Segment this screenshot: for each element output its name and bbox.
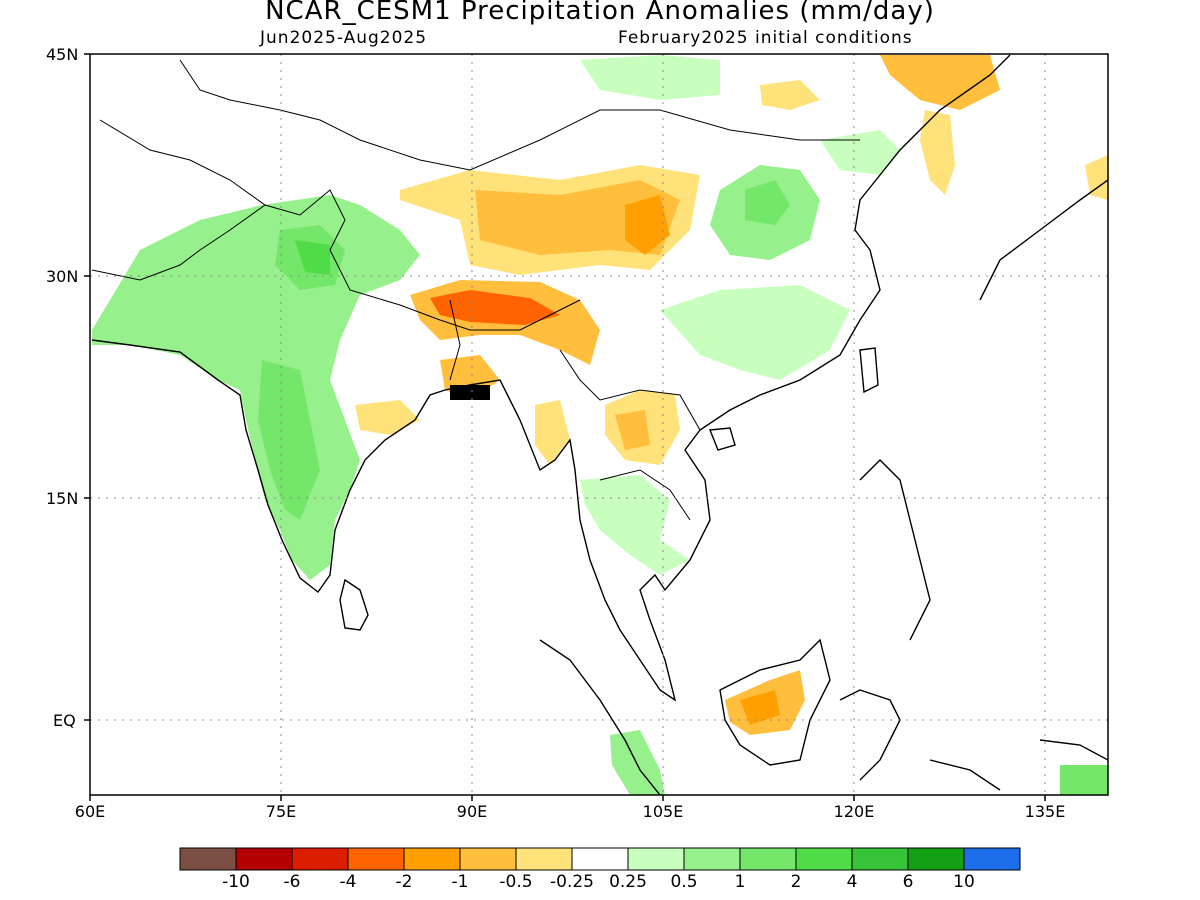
colorbar-label-8: 0.5 — [670, 872, 698, 892]
anomaly-field — [92, 55, 1108, 795]
wet-region-north — [580, 55, 720, 100]
colorbar-box-3 — [347, 847, 405, 871]
colorbar-box-5 — [459, 847, 517, 871]
lon-label-60e: 60E — [74, 802, 106, 821]
dry-region-japan — [1085, 155, 1108, 200]
colorbar-label-3: -2 — [395, 872, 413, 892]
wet-region-sumatra — [610, 730, 665, 795]
colorbar-label-4: -1 — [451, 872, 469, 892]
colorbar-box-12 — [851, 847, 909, 871]
colorbar-box-1 — [235, 847, 293, 871]
dry-region-mongolia — [760, 80, 820, 110]
colorbar-box-0 — [179, 847, 237, 871]
colorbar-label-10: 2 — [790, 872, 802, 892]
dry-core-himalaya — [430, 290, 560, 325]
graticule — [90, 54, 1108, 795]
colorbar-box-13 — [907, 847, 965, 871]
colorbar-label-11: 4 — [846, 872, 858, 892]
wet-region-korea-japan — [820, 130, 900, 175]
colorbar-label-13: 10 — [953, 872, 975, 892]
colorbar-box-7 — [571, 847, 629, 871]
lon-label-75e: 75E — [265, 802, 297, 821]
lon-label-135e: 135E — [1024, 802, 1066, 821]
wet-core-china — [745, 180, 790, 225]
colorbar-label-6: -0.25 — [550, 872, 594, 892]
dry-region-korea-south — [920, 110, 955, 195]
colorbar-box-4 — [403, 847, 461, 871]
colorbar-box-8 — [627, 847, 685, 871]
wet-region-indonesia-east — [1060, 765, 1108, 795]
dry-core-borneo — [740, 690, 780, 725]
wet-region-india — [92, 195, 420, 580]
dry-core-laos — [615, 410, 650, 450]
wet-region-indochina — [580, 475, 690, 575]
lat-label-eq: EQ — [53, 711, 76, 730]
coastlines — [91, 54, 1108, 795]
bangladesh-marker — [450, 385, 490, 400]
colorbar-label-5: -0.5 — [499, 872, 533, 892]
lon-label-90e: 90E — [456, 802, 488, 821]
forecast-period: Jun2025-Aug2025 — [260, 28, 428, 48]
lon-label-105e: 105E — [642, 802, 684, 821]
wet-region-south-china — [660, 285, 850, 380]
colorbar-label-1: -6 — [283, 872, 301, 892]
colorbar-label-7: 0.25 — [609, 872, 647, 892]
colorbar-label-2: -4 — [339, 872, 357, 892]
colorbar-box-11 — [795, 847, 853, 871]
colorbar-label-9: 1 — [734, 872, 746, 892]
wet-core-north-india — [295, 240, 330, 275]
colorbar-label-0: -10 — [222, 872, 250, 892]
lat-label-30n: 30N — [46, 267, 79, 286]
colorbar-box-2 — [291, 847, 349, 871]
axis-ticks — [84, 53, 1046, 801]
map-title: NCAR_CESM1 Precipitation Anomalies (mm/d… — [265, 0, 935, 26]
colorbar-box-10 — [739, 847, 797, 871]
lat-label-45n: 45N — [46, 45, 79, 64]
wet-region-central-india — [258, 360, 320, 520]
dry-core-tibet — [625, 195, 670, 255]
colorbar — [179, 847, 1021, 871]
colorbar-label-12: 6 — [902, 872, 914, 892]
colorbar-box-14 — [963, 847, 1021, 871]
initial-conditions: February2025 initial conditions — [618, 28, 913, 48]
lat-label-15n: 15N — [46, 489, 79, 508]
borders — [91, 59, 860, 521]
dry-region-korea — [880, 55, 1000, 110]
lon-label-120e: 120E — [833, 802, 875, 821]
dry-region-india-east — [355, 400, 420, 435]
colorbar-box-9 — [683, 847, 741, 871]
colorbar-box-6 — [515, 847, 573, 871]
plot-frame — [89, 53, 1109, 796]
dry-region-burma — [535, 400, 570, 465]
